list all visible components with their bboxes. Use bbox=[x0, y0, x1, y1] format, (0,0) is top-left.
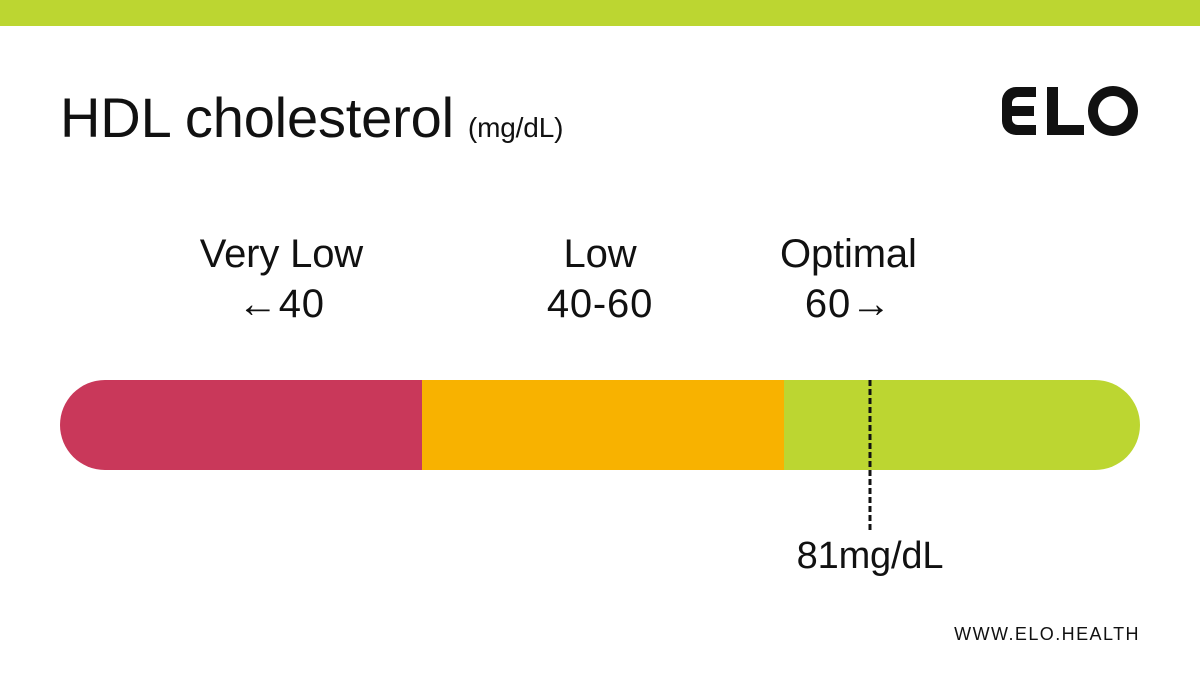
top-band bbox=[0, 0, 1200, 26]
range-segment-very_low bbox=[60, 380, 422, 470]
zone-label-optimal: Optimal60→ bbox=[780, 230, 917, 330]
marker-value: 81mg/dL bbox=[797, 535, 944, 578]
elo-logo-icon bbox=[1000, 85, 1140, 137]
unit-label: (mg/dL) bbox=[468, 112, 563, 144]
zone-label-low: Low40-60 bbox=[547, 230, 653, 330]
brand-logo bbox=[1000, 85, 1140, 146]
range-bar bbox=[60, 380, 1140, 470]
zone-name: Optimal bbox=[780, 230, 917, 278]
zone-labels: Very Low←40 Low40-60 Optimal60→ bbox=[60, 230, 1140, 350]
header: HDL cholesterol (mg/dL) bbox=[60, 85, 1140, 150]
marker-line bbox=[869, 380, 872, 530]
range-segment-optimal bbox=[784, 380, 1140, 470]
zone-range: ←40 bbox=[200, 278, 363, 330]
title-block: HDL cholesterol (mg/dL) bbox=[60, 85, 563, 150]
zone-label-very_low: Very Low←40 bbox=[200, 230, 363, 330]
footer-url: WWW.ELO.HEALTH bbox=[954, 624, 1140, 645]
zone-name: Low bbox=[547, 230, 653, 278]
zone-range: 40-60 bbox=[547, 278, 653, 330]
zone-range: 60→ bbox=[780, 278, 917, 330]
page-title: HDL cholesterol bbox=[60, 85, 454, 150]
zone-name: Very Low bbox=[200, 230, 363, 278]
range-segment-low bbox=[422, 380, 784, 470]
